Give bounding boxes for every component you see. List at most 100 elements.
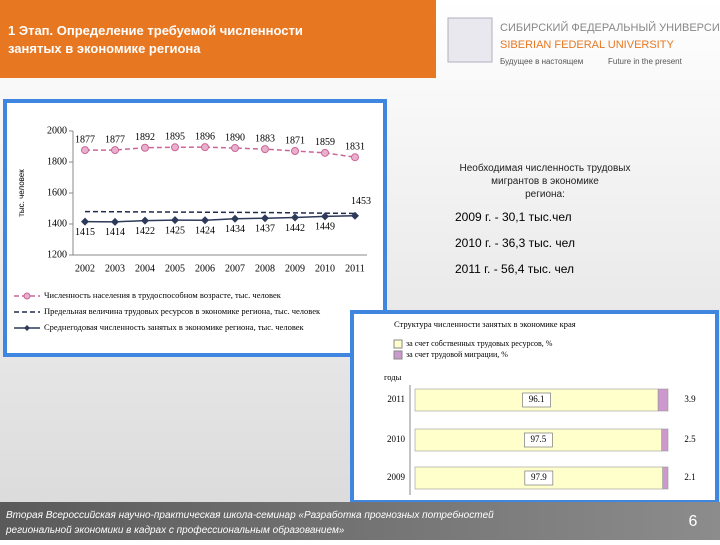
point — [261, 145, 269, 154]
header-title: 1 Этап. Определение требуемой численност… — [8, 23, 303, 56]
series-line — [84, 215, 356, 223]
data-label: 1871 — [285, 135, 305, 146]
bar-segment — [657, 388, 669, 412]
x-tick-label: 2005 — [165, 263, 185, 274]
data-label: 97.9 — [531, 472, 547, 482]
point — [141, 143, 149, 152]
logo-motto-ru: Будущее в настоящем — [500, 57, 583, 66]
logo-motto-en: Future in the present — [608, 57, 683, 66]
point — [81, 146, 89, 155]
data-label: 1425 — [165, 225, 185, 236]
data-label: 1437 — [255, 224, 275, 235]
point — [351, 211, 359, 220]
x-tick-label: 2008 — [255, 263, 275, 274]
point — [291, 146, 299, 155]
data-label: 1831 — [345, 141, 365, 152]
logo: СИБИРСКИЙ ФЕДЕРАЛЬНЫЙ УНИВЕРСИТЕТ SIBERI… — [447, 17, 720, 66]
point — [171, 216, 179, 225]
legend-swatch — [393, 350, 403, 360]
y-tick-label: 2009 — [387, 472, 406, 482]
y-tick-label: 2010 — [387, 434, 406, 444]
x-tick-label: 2009 — [285, 263, 305, 274]
bar-segment — [662, 466, 669, 490]
x-tick-label: 2007 — [225, 263, 245, 274]
point — [111, 217, 119, 226]
data-label: 1442 — [285, 223, 305, 234]
point — [351, 153, 359, 162]
label-box — [524, 432, 553, 448]
data-label: 1859 — [315, 137, 335, 148]
x-tick-label: 2004 — [135, 263, 155, 274]
page-number: 6 — [689, 513, 698, 530]
data-label: 1422 — [135, 226, 155, 237]
data-label: 96.1 — [529, 394, 545, 404]
y-tick-label: 2011 — [387, 394, 405, 404]
data-label: 2.1 — [684, 472, 695, 482]
y-tick-label: 1600 — [47, 187, 67, 198]
point — [141, 216, 149, 225]
point — [231, 144, 239, 153]
point — [111, 146, 119, 155]
logo-en: SIBERIAN FEDERAL UNIVERSITY — [500, 39, 674, 51]
legend-marker — [24, 325, 30, 331]
header-band — [0, 0, 436, 78]
data-label: 1449 — [315, 222, 335, 233]
info-item: 2009 г. - 30,1 тыс.чел — [455, 210, 572, 224]
bar-segment — [661, 428, 669, 452]
label-box — [524, 470, 554, 486]
point — [231, 214, 239, 223]
point — [171, 143, 179, 152]
point — [201, 143, 209, 152]
point — [291, 213, 299, 222]
x-tick-label: 2011 — [345, 263, 365, 274]
x-tick-label: 2006 — [195, 263, 215, 274]
data-label: 1434 — [225, 224, 245, 235]
footer-band — [0, 502, 720, 540]
data-label: 1895 — [165, 132, 185, 143]
data-label: 1453 — [351, 196, 371, 207]
point — [261, 214, 269, 223]
legend-label: за счет трудовой миграции, % — [406, 350, 508, 359]
x-tick-label: 2010 — [315, 263, 335, 274]
data-label: 1414 — [105, 227, 125, 238]
chart-frame — [3, 99, 387, 357]
y-tick-label: 1200 — [47, 249, 67, 260]
data-label: 1415 — [75, 227, 95, 238]
data-label: 2.5 — [684, 434, 696, 444]
chart-title: Структура численности занятых в экономик… — [394, 319, 576, 329]
y-tick-label: 1800 — [47, 156, 67, 167]
legend-marker — [23, 292, 31, 300]
point — [81, 217, 89, 226]
data-label: 1883 — [255, 133, 275, 144]
data-label: 1877 — [75, 134, 95, 145]
logo-mark — [447, 17, 493, 63]
point — [201, 216, 209, 225]
data-label: 1890 — [225, 132, 245, 143]
legend-swatch — [393, 339, 403, 349]
y-tick-label: 1400 — [47, 218, 67, 229]
data-label: 3.9 — [684, 394, 696, 404]
x-tick-label: 2002 — [75, 263, 95, 274]
y-axis-label: тыс. человек — [17, 169, 26, 217]
series-line — [84, 210, 356, 215]
label-box — [522, 392, 551, 408]
legend-label: Предельная величина трудовых ресурсов в … — [44, 306, 321, 316]
data-label: 1877 — [105, 134, 125, 145]
point — [321, 212, 329, 221]
y-axis-label: годы — [384, 372, 402, 382]
info-item: 2011 г. - 56,4 тыс. чел — [455, 262, 574, 276]
info-item: 2010 г. - 36,3 тыс. чел — [455, 236, 575, 250]
footer-text: Вторая Всероссийская научно-практическая… — [5, 509, 494, 536]
y-tick-label: 2000 — [47, 125, 67, 136]
series-line — [85, 146, 356, 158]
legend-label: за счет собственных трудовых ресурсов, % — [406, 339, 553, 348]
legend-label: Среднегодовая численность занятых в экон… — [44, 322, 305, 332]
x-tick-label: 2003 — [105, 263, 125, 274]
data-label: 97.5 — [530, 434, 546, 444]
point — [321, 148, 329, 157]
data-label: 1424 — [195, 226, 215, 237]
data-label: 1892 — [135, 132, 155, 143]
info-title: Необходимая численность трудовых мигранто… — [460, 162, 631, 200]
data-label: 1896 — [195, 131, 215, 142]
